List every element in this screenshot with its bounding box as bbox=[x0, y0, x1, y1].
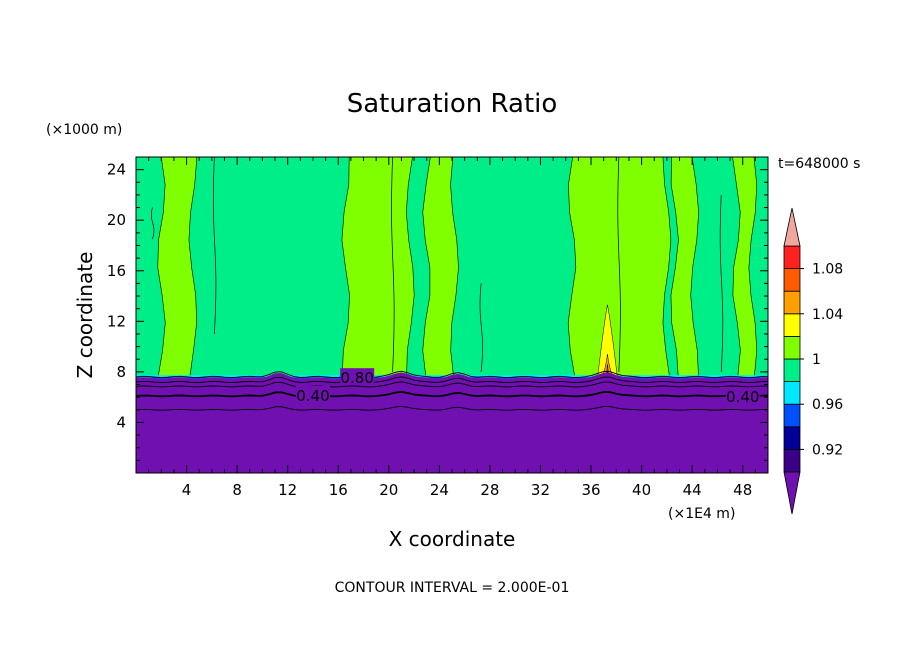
x-tick-label: 24 bbox=[430, 481, 449, 499]
x-unit-label: (×1E4 m) bbox=[668, 506, 735, 522]
y-axis-label: Z coordinate bbox=[73, 252, 97, 379]
y-unit-label: (×1000 m) bbox=[46, 122, 122, 138]
colorbar-under-arrow bbox=[783, 471, 801, 515]
x-axis-ticks: 4 8 12 16 20 24 28 32 36 40 44 48 bbox=[148, 157, 756, 499]
moist-streak bbox=[341, 157, 415, 379]
y-tick-label: 24 bbox=[107, 161, 126, 179]
colorbar-swatch bbox=[783, 313, 801, 337]
y-tick-label: 4 bbox=[116, 413, 126, 431]
colorbar-tick-label: 0.92 bbox=[812, 442, 843, 458]
y-tick-label: 12 bbox=[107, 312, 126, 330]
x-tick-label: 4 bbox=[182, 481, 192, 499]
x-tick-label: 8 bbox=[232, 481, 242, 499]
colorbar-swatch bbox=[783, 448, 801, 473]
supersaturation-peak bbox=[597, 304, 618, 379]
x-tick-label: 28 bbox=[480, 481, 499, 499]
colorbar-swatch bbox=[783, 381, 801, 405]
moist-filament bbox=[151, 207, 155, 240]
chart-title: Saturation Ratio bbox=[347, 89, 558, 119]
colorbar-tick-label: 1.08 bbox=[812, 262, 843, 278]
time-label: t=648000 s bbox=[778, 156, 860, 172]
colorbar-swatch bbox=[783, 290, 801, 315]
colorbar-tick-label: 1.04 bbox=[812, 307, 843, 323]
y-tick-label: 8 bbox=[116, 363, 126, 381]
x-tick-label: 32 bbox=[531, 481, 550, 499]
y-tick-label: 20 bbox=[107, 211, 126, 229]
field-layer: 0.80 0.40 0.40 bbox=[136, 157, 768, 473]
contour-label-bg bbox=[725, 387, 760, 404]
moist-filament bbox=[391, 157, 395, 372]
contour-line bbox=[136, 381, 768, 388]
contour-line bbox=[136, 370, 768, 379]
colorbar-swatch bbox=[783, 245, 801, 270]
plot-area: 0.800.40 0.404 8 12 16 20 24 28 32 36 40 44 48481216… bbox=[107, 156, 769, 499]
contour-label: 0.40 bbox=[726, 388, 759, 406]
x-tick-label: 12 bbox=[278, 481, 297, 499]
y-axis-ticks: 4 8 12 16 20 24 bbox=[107, 161, 768, 461]
moist-filament bbox=[617, 157, 621, 372]
contour-label-bg bbox=[295, 385, 330, 402]
x-axis-label: X coordinate bbox=[389, 527, 516, 551]
dry-layer bbox=[136, 372, 768, 473]
x-tick-label: 44 bbox=[683, 481, 702, 499]
x-tick-label: 16 bbox=[329, 481, 348, 499]
colorbar-swatch bbox=[783, 335, 801, 360]
x-tick-label: 40 bbox=[632, 481, 651, 499]
colorbar-swatch bbox=[783, 403, 801, 428]
colorbar-over-arrow bbox=[783, 207, 801, 247]
moist-filament bbox=[719, 194, 724, 372]
colorbar-swatch bbox=[783, 268, 801, 292]
contour-interval-note: CONTOUR INTERVAL = 2.000E-01 bbox=[335, 580, 570, 596]
x-tick-label: 20 bbox=[379, 481, 398, 499]
contour-line bbox=[136, 376, 768, 384]
contour-label-bg bbox=[340, 368, 375, 385]
moist-filament bbox=[479, 283, 483, 372]
x-tick-label: 36 bbox=[581, 481, 600, 499]
moist-filament bbox=[212, 157, 217, 334]
colorbar-tick-label: 1 bbox=[812, 352, 821, 368]
contour-line bbox=[136, 390, 768, 398]
contour-label: 0.80 bbox=[340, 369, 373, 387]
y-tick-label: 16 bbox=[107, 262, 126, 280]
contour-label: 0.40 bbox=[296, 387, 329, 405]
colorbar-swatch bbox=[783, 426, 801, 450]
colorbar: 0.92 0.96 1 1.04 1.08 bbox=[783, 207, 843, 515]
contour-line bbox=[136, 405, 768, 411]
colorbar-swatch bbox=[783, 358, 801, 383]
colorbar-tick-label: 0.96 bbox=[812, 397, 843, 413]
x-tick-label: 48 bbox=[733, 481, 752, 499]
